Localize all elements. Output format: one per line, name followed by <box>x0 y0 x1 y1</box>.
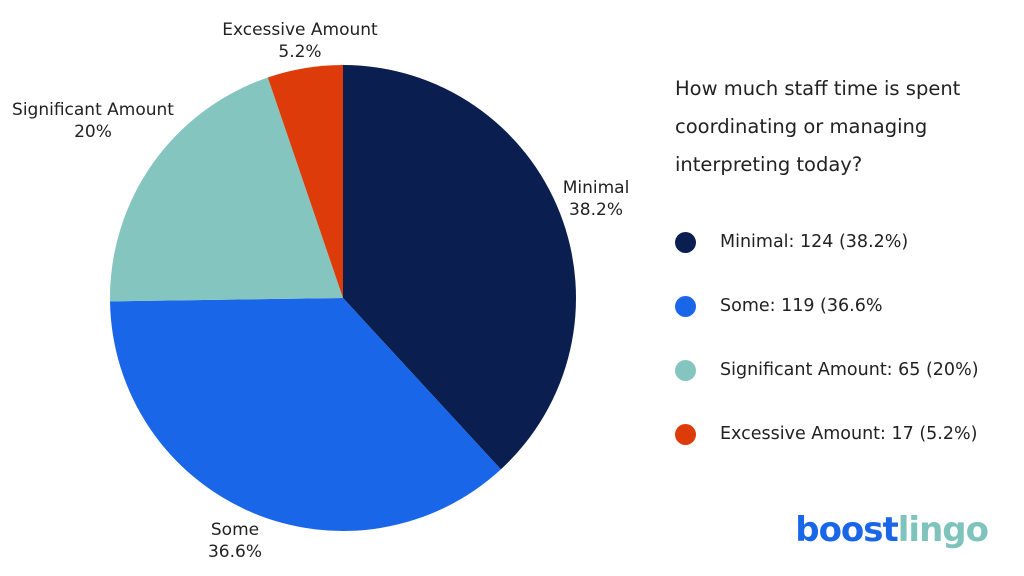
legend-text-some: Some: 119 (36.6% <box>720 296 883 316</box>
slice-label-some-percent: 36.6% <box>207 542 262 562</box>
slice-label-some: Some 36.6% <box>185 519 285 563</box>
brand-logo-part-1: boost <box>795 510 899 550</box>
slice-label-excessive: Excessive Amount 5.2% <box>210 19 390 63</box>
legend-item-minimal: Minimal: 124 (38.2%) <box>675 210 1015 274</box>
legend-text-minimal: Minimal: 124 (38.2%) <box>720 232 909 252</box>
pie-slice-minimal <box>343 65 576 470</box>
legend-item-some: Some: 119 (36.6% <box>675 274 1015 338</box>
pie-slice-significant <box>110 77 343 302</box>
brand-logo: boostlingo <box>795 510 989 550</box>
legend-swatch-minimal <box>675 231 696 253</box>
legend-text-excessive: Excessive Amount: 17 (5.2%) <box>720 424 978 444</box>
legend-swatch-some <box>675 295 696 317</box>
chart-title: How much staff time is spent coordinatin… <box>675 77 961 176</box>
slice-label-significant: Significant Amount 20% <box>0 99 186 143</box>
slice-label-minimal-percent: 38.2% <box>568 200 623 220</box>
brand-logo-part-2: lingo <box>897 510 989 550</box>
legend: Minimal: 124 (38.2%) Some: 119 (36.6% Si… <box>675 210 1015 466</box>
slice-label-some-name: Some <box>210 520 260 540</box>
legend-swatch-excessive <box>675 423 696 445</box>
slice-label-significant-name: Significant Amount <box>12 100 174 120</box>
slice-label-excessive-percent: 5.2% <box>278 42 322 62</box>
slice-label-minimal: Minimal 38.2% <box>548 177 644 221</box>
slice-label-significant-percent: 20% <box>74 122 112 142</box>
slice-label-minimal-name: Minimal <box>562 178 630 198</box>
legend-item-excessive: Excessive Amount: 17 (5.2%) <box>675 402 1015 466</box>
legend-swatch-significant <box>675 359 696 381</box>
pie-slice-excessive <box>267 65 343 298</box>
slice-label-excessive-name: Excessive Amount <box>222 20 378 40</box>
pie-slice-some <box>110 298 501 531</box>
legend-item-significant: Significant Amount: 65 (20%) <box>675 338 1015 402</box>
legend-text-significant: Significant Amount: 65 (20%) <box>720 360 979 380</box>
